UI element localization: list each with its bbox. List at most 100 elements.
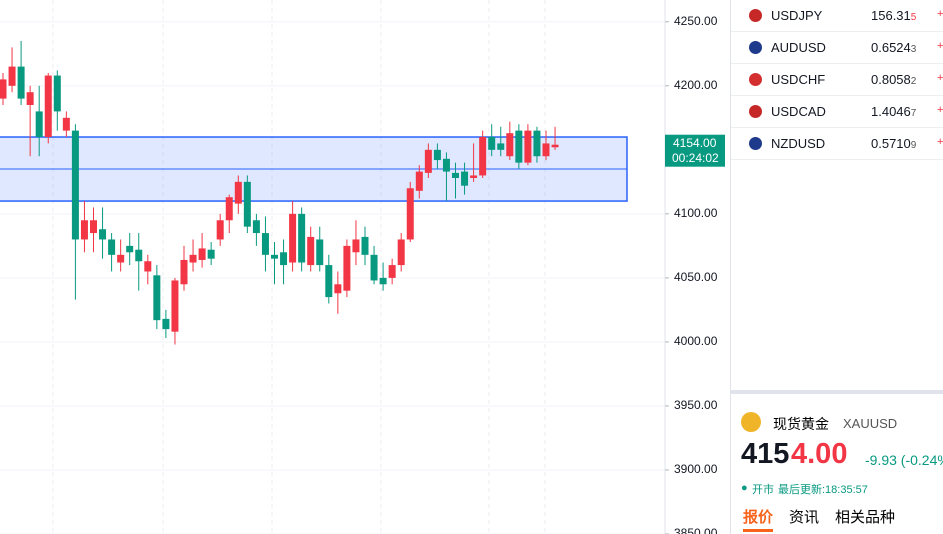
flag <box>749 41 762 54</box>
candle-body <box>0 79 7 99</box>
candle-body <box>379 277 387 285</box>
price-pip: 9 <box>910 140 917 151</box>
candle-body <box>144 261 152 272</box>
price: 1.40467 <box>871 104 916 119</box>
change: +0 <box>937 104 943 116</box>
candle-body <box>289 213 297 263</box>
symbol: AUDUSD <box>771 40 826 55</box>
gold-icon <box>741 412 761 432</box>
candle-body <box>35 111 43 138</box>
price-main: 156.31 <box>871 8 911 23</box>
y-tick-label: 4200.00 <box>674 78 718 92</box>
watchlist: USDJPY 156.315 +0 AUDUSD 0.65243 +0 USDC… <box>731 0 943 160</box>
candle-body <box>370 254 378 281</box>
change: +0 <box>937 40 943 52</box>
watchlist-row[interactable]: NZDUSD 0.57109 +0 <box>731 128 943 160</box>
change: +0 <box>937 72 943 84</box>
candle-body <box>126 245 134 253</box>
candle-body <box>271 254 278 259</box>
tab[interactable]: 相关品种 <box>835 509 896 526</box>
candle-body <box>497 143 505 150</box>
price: 0.57109 <box>871 136 916 151</box>
price-main: 0.5710 <box>871 136 911 151</box>
watchlist-row[interactable]: USDCHF 0.80582 +0 <box>731 64 943 96</box>
candle-body <box>180 259 188 285</box>
candle-body <box>26 92 34 106</box>
candle-body <box>171 280 179 332</box>
flag <box>749 73 762 86</box>
candle-body <box>307 236 315 266</box>
candle-body <box>406 188 414 240</box>
flag <box>749 137 762 150</box>
y-tick-label: 4100.00 <box>674 206 718 220</box>
y-tick-label: 4050.00 <box>674 270 718 284</box>
status-dot: ● <box>741 482 748 494</box>
quote-symbol: XAUUSD <box>843 416 898 431</box>
tab[interactable]: 资讯 <box>789 509 820 526</box>
candle-body <box>234 181 242 204</box>
candle-body <box>397 239 405 266</box>
candle-body <box>243 181 251 227</box>
symbol: NZDUSD <box>771 136 826 151</box>
candle-body <box>533 130 541 157</box>
candle-body <box>415 171 423 191</box>
candle-body <box>488 137 496 150</box>
candle-body <box>17 66 25 99</box>
candle-body <box>189 254 197 263</box>
chart: 4250.00 4200.00 4100.00 4050.00 4000.00 3950.… <box>0 0 725 534</box>
quote-name: 现货黄金 <box>773 416 829 432</box>
price-pip: 7 <box>910 108 917 119</box>
candle-body <box>343 245 351 291</box>
watchlist-row[interactable]: USDCAD 1.40467 +0 <box>731 96 943 128</box>
candle-body <box>452 172 459 178</box>
candle-body <box>542 143 550 157</box>
y-tick-label: 3950.00 <box>674 398 718 412</box>
price: 0.80582 <box>871 72 916 87</box>
candle-body <box>334 284 342 294</box>
candle-body <box>442 158 450 172</box>
candle-body <box>198 248 206 260</box>
candle-body <box>433 149 441 161</box>
side-panel: USDJPY 156.315 +0 AUDUSD 0.65243 +0 USDC… <box>730 0 943 534</box>
flag <box>749 105 762 118</box>
price-main: 415 <box>741 438 790 470</box>
y-tick-label: 3900.00 <box>674 462 718 476</box>
candle-body <box>352 239 360 253</box>
candle-body <box>461 171 469 186</box>
candle-body <box>470 175 478 178</box>
candle-body <box>162 318 170 330</box>
quote-panel: 现货黄金 XAUUSD 415 4.00 -9.93 (-0.24%) ● 开市… <box>731 390 943 534</box>
last-updated: 最后更新:18:35:57 <box>778 484 868 496</box>
y-tick-label: 3850.00 <box>674 526 718 534</box>
candle-body <box>261 233 269 255</box>
candle-body <box>252 220 260 234</box>
price-main: 0.8058 <box>871 72 911 87</box>
v-grid <box>52 0 546 534</box>
candle-body <box>153 275 161 321</box>
candle-body <box>44 75 52 138</box>
market-status: 开市 <box>752 484 774 496</box>
price-pip: 2 <box>910 76 917 87</box>
candle-body <box>298 213 306 263</box>
price-tail: 4.00 <box>791 438 848 470</box>
candle-body <box>524 130 532 163</box>
price-pip: 5 <box>910 12 917 23</box>
candle-body <box>551 144 559 148</box>
candle-body <box>71 130 79 240</box>
candle-body <box>53 75 61 112</box>
watchlist-row[interactable]: USDJPY 156.315 +0 <box>731 0 943 32</box>
candle-body <box>325 265 333 298</box>
candle-body <box>207 249 215 259</box>
price-main: 1.4046 <box>871 104 911 119</box>
candle-body <box>108 239 116 255</box>
candle-body <box>80 220 88 240</box>
candle-body <box>316 239 324 266</box>
y-tick-label: 4000.00 <box>674 334 718 348</box>
change: +0 <box>937 136 943 148</box>
symbol: USDCAD <box>771 104 826 119</box>
watchlist-row[interactable]: AUDUSD 0.65243 +0 <box>731 32 943 64</box>
candle-body <box>388 265 396 278</box>
flag <box>749 9 762 22</box>
tab[interactable]: 报价 <box>743 509 774 526</box>
